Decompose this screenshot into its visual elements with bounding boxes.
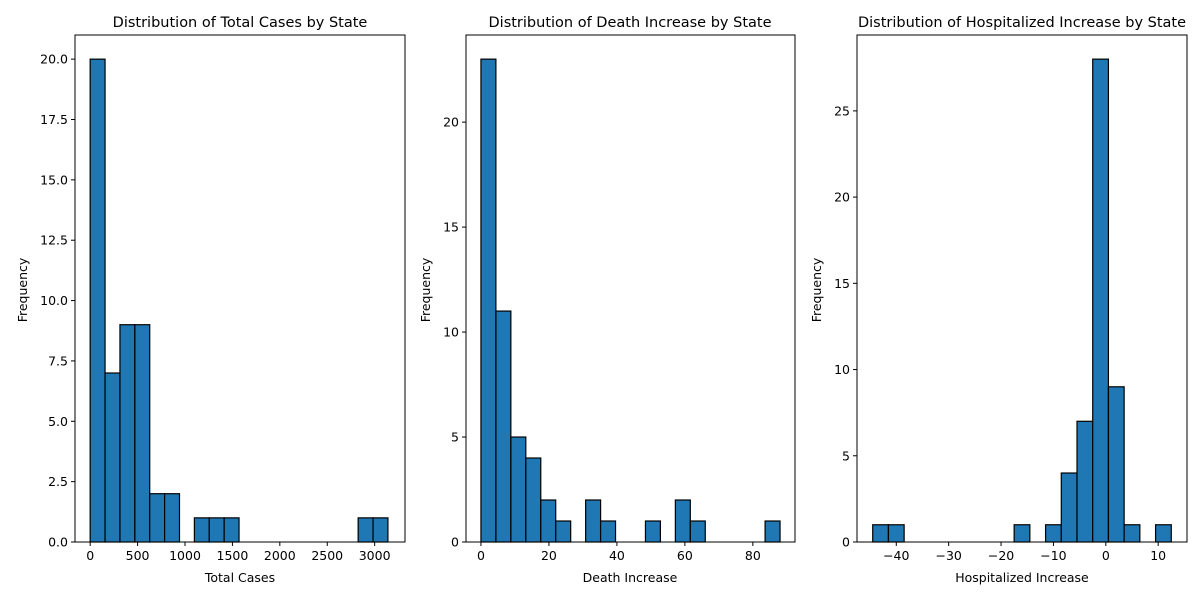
histogram-bar xyxy=(480,58,497,543)
histogram-bar xyxy=(764,520,781,543)
x-tick-label: −10 xyxy=(1040,548,1066,563)
y-axis-label: Frequency xyxy=(418,257,433,322)
x-axis-label: Death Increase xyxy=(583,570,678,585)
x-axis-label: Total Cases xyxy=(204,570,275,585)
histogram-bar xyxy=(585,499,602,543)
x-tick-label: 0 xyxy=(86,548,94,563)
histogram-bar xyxy=(1154,524,1172,543)
chart-title: Distribution of Total Cases by State xyxy=(113,15,368,31)
plot-area: −40 −30 −20 −10 0 10 0 5 10 15 20 25 xyxy=(834,34,1188,563)
y-tick-label: 20.0 xyxy=(40,52,68,67)
x-tick-label: −20 xyxy=(988,548,1014,563)
x-tick-label: −40 xyxy=(883,548,909,563)
y-tick-label: 5 xyxy=(451,430,459,445)
chart-panel-total-cases: Distribution of Total Cases by State Tot… xyxy=(15,15,406,585)
axes-frame xyxy=(856,34,1188,543)
chart-title: Distribution of Death Increase by State xyxy=(489,15,772,31)
histogram-bar xyxy=(223,517,240,543)
histogram-bar xyxy=(357,517,374,543)
histogram-bar xyxy=(540,499,557,543)
x-tick-label: 3000 xyxy=(359,548,391,563)
y-tick-label: 2.5 xyxy=(48,474,68,489)
x-tick-label: 60 xyxy=(677,548,693,563)
histogram-bar xyxy=(372,517,389,543)
y-tick-label: 15.0 xyxy=(40,172,68,187)
histogram-bar xyxy=(1123,524,1141,543)
histogram-bar xyxy=(1060,472,1078,543)
x-tick-label: −30 xyxy=(935,548,961,563)
histogram-bar xyxy=(495,310,512,543)
plot-area: 0 500 1000 1500 2000 2500 3000 0.0 2.5 5.0 7.5 10.0… xyxy=(40,34,406,563)
y-tick-label: 5 xyxy=(842,448,850,463)
histogram-bar xyxy=(674,499,691,543)
y-tick-label: 0 xyxy=(842,535,850,550)
x-tick-label: 0 xyxy=(477,548,485,563)
histogram-bar xyxy=(164,493,181,543)
chart-panel-death-increase: Distribution of Death Increase by State … xyxy=(418,15,796,585)
y-tick-label: 7.5 xyxy=(48,353,68,368)
y-axis-label: Frequency xyxy=(809,257,824,322)
x-tick-label: 40 xyxy=(609,548,625,563)
histogram-bar xyxy=(872,524,890,543)
axes-frame xyxy=(465,34,796,543)
histogram-bar xyxy=(510,436,527,543)
histogram-bar xyxy=(1013,524,1031,543)
y-tick-label: 20 xyxy=(834,190,850,205)
x-axis-label: Hospitalized Increase xyxy=(955,570,1089,585)
histogram-bar xyxy=(104,372,121,543)
histogram-bar xyxy=(1044,524,1062,543)
histogram-bar xyxy=(887,524,905,543)
histogram-bar xyxy=(525,457,542,543)
y-tick-label: 5.0 xyxy=(48,414,68,429)
axes-frame xyxy=(74,34,406,543)
x-tick-label: 20 xyxy=(541,548,557,563)
x-tick-label: 0 xyxy=(1102,548,1110,563)
y-tick-label: 20 xyxy=(443,115,459,130)
y-tick-label: 15 xyxy=(834,276,850,291)
x-tick-label: 2500 xyxy=(311,548,343,563)
histogram-bar xyxy=(689,520,706,543)
y-tick-label: 25 xyxy=(834,103,850,118)
x-tick-label: 2000 xyxy=(264,548,296,563)
y-tick-label: 12.5 xyxy=(40,233,68,248)
histogram-bar xyxy=(149,493,166,543)
y-tick-label: 0 xyxy=(451,535,459,550)
x-tick-label: 10 xyxy=(1150,548,1166,563)
x-tick-label: 1500 xyxy=(217,548,249,563)
y-tick-label: 15 xyxy=(443,220,459,235)
x-tick-label: 1000 xyxy=(169,548,201,563)
chart-panel-hospitalized-increase: Distribution of Hospitalized Increase by… xyxy=(809,15,1188,585)
histogram-bar xyxy=(1107,386,1125,543)
histogram-bar xyxy=(599,520,617,543)
x-tick-label: 80 xyxy=(745,548,761,563)
y-tick-label: 10 xyxy=(834,362,850,377)
histogram-bar xyxy=(193,517,210,543)
y-tick-label: 0.0 xyxy=(48,535,68,550)
x-tick-label: 500 xyxy=(126,548,150,563)
histogram-bar xyxy=(119,324,136,543)
histogram-bar xyxy=(644,520,662,543)
histogram-bar xyxy=(134,324,151,543)
histogram-bar xyxy=(1076,420,1094,543)
y-tick-label: 10 xyxy=(443,325,459,340)
histogram-bar xyxy=(208,517,225,543)
histogram-bar xyxy=(555,520,572,543)
y-tick-label: 17.5 xyxy=(40,112,68,127)
chart-title: Distribution of Hospitalized Increase by… xyxy=(858,15,1186,31)
y-axis-label: Frequency xyxy=(15,257,30,322)
histogram-bar xyxy=(1092,58,1110,543)
histogram-bar xyxy=(89,58,106,543)
plot-area: 0 20 40 60 80 0 5 10 15 20 xyxy=(443,34,796,563)
y-tick-label: 10.0 xyxy=(40,293,68,308)
